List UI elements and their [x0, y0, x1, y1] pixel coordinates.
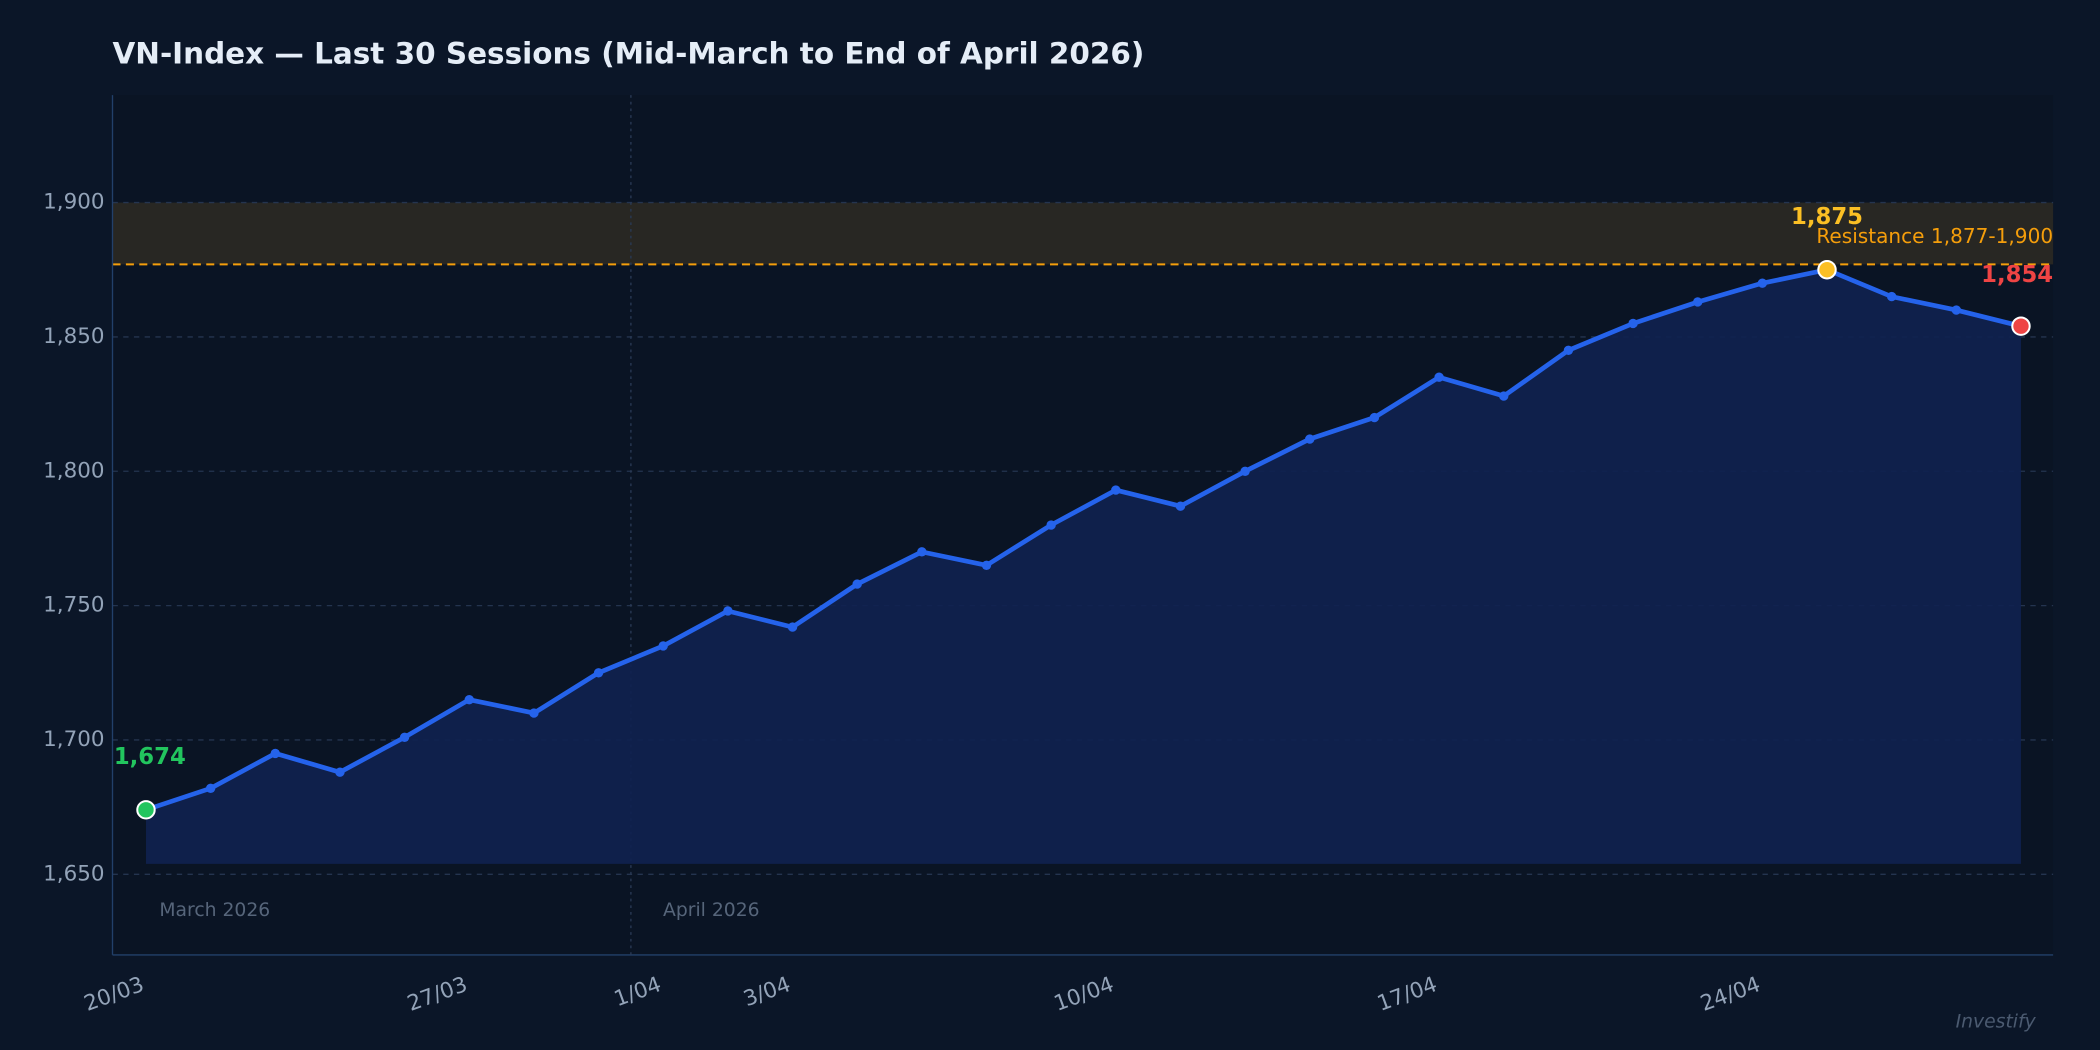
- highlight-point: [1817, 260, 1837, 280]
- y-tick-label: 1,850: [43, 324, 104, 349]
- line: [145, 267, 2022, 813]
- y-tick-label: 1,700: [43, 727, 104, 752]
- point: [1434, 372, 1444, 382]
- highlight-point: [136, 800, 156, 820]
- y-tick-label: 1,900: [43, 190, 104, 215]
- month-label: April 2026: [663, 900, 760, 921]
- point: [1693, 297, 1703, 307]
- point: [270, 748, 280, 759]
- watermark: Investify: [1956, 1011, 2037, 1032]
- point: [981, 560, 992, 570]
- point: [1046, 520, 1056, 530]
- point: [658, 641, 668, 651]
- value-label: 1,674: [114, 744, 186, 770]
- point: [205, 783, 216, 794]
- month-label: March 2026: [159, 900, 270, 921]
- point: [1175, 501, 1186, 511]
- chart-title: VN-Index — Last 30 Sessions (Mid-March t…: [113, 36, 1145, 70]
- point: [1305, 434, 1315, 444]
- point: [787, 622, 798, 632]
- point: [917, 547, 927, 557]
- area: [145, 269, 2021, 864]
- point: [1240, 466, 1250, 476]
- point: [1563, 345, 1574, 356]
- point: [723, 606, 733, 616]
- point: [1369, 412, 1380, 423]
- point: [464, 694, 474, 705]
- point: [529, 708, 539, 718]
- highlight-point: [2011, 316, 2031, 336]
- point: [335, 767, 345, 777]
- point: [852, 579, 862, 589]
- point: [1111, 485, 1121, 495]
- point: [1499, 391, 1509, 401]
- point: [1951, 305, 1962, 315]
- resistance-zone: [112, 202, 2054, 265]
- point: [1757, 278, 1768, 288]
- point: [593, 668, 604, 678]
- y-tick-label: 1,750: [43, 593, 104, 618]
- value-label: 1,854: [1981, 262, 2053, 288]
- y-tick-label: 1,650: [43, 861, 104, 886]
- y-tick-label: 1,800: [43, 458, 104, 483]
- point: [399, 732, 410, 742]
- resistance-label: Resistance 1,877-1,900: [1816, 224, 2053, 248]
- point: [1886, 291, 1897, 302]
- value-label: 1,875: [1791, 204, 1863, 230]
- point: [1628, 318, 1638, 329]
